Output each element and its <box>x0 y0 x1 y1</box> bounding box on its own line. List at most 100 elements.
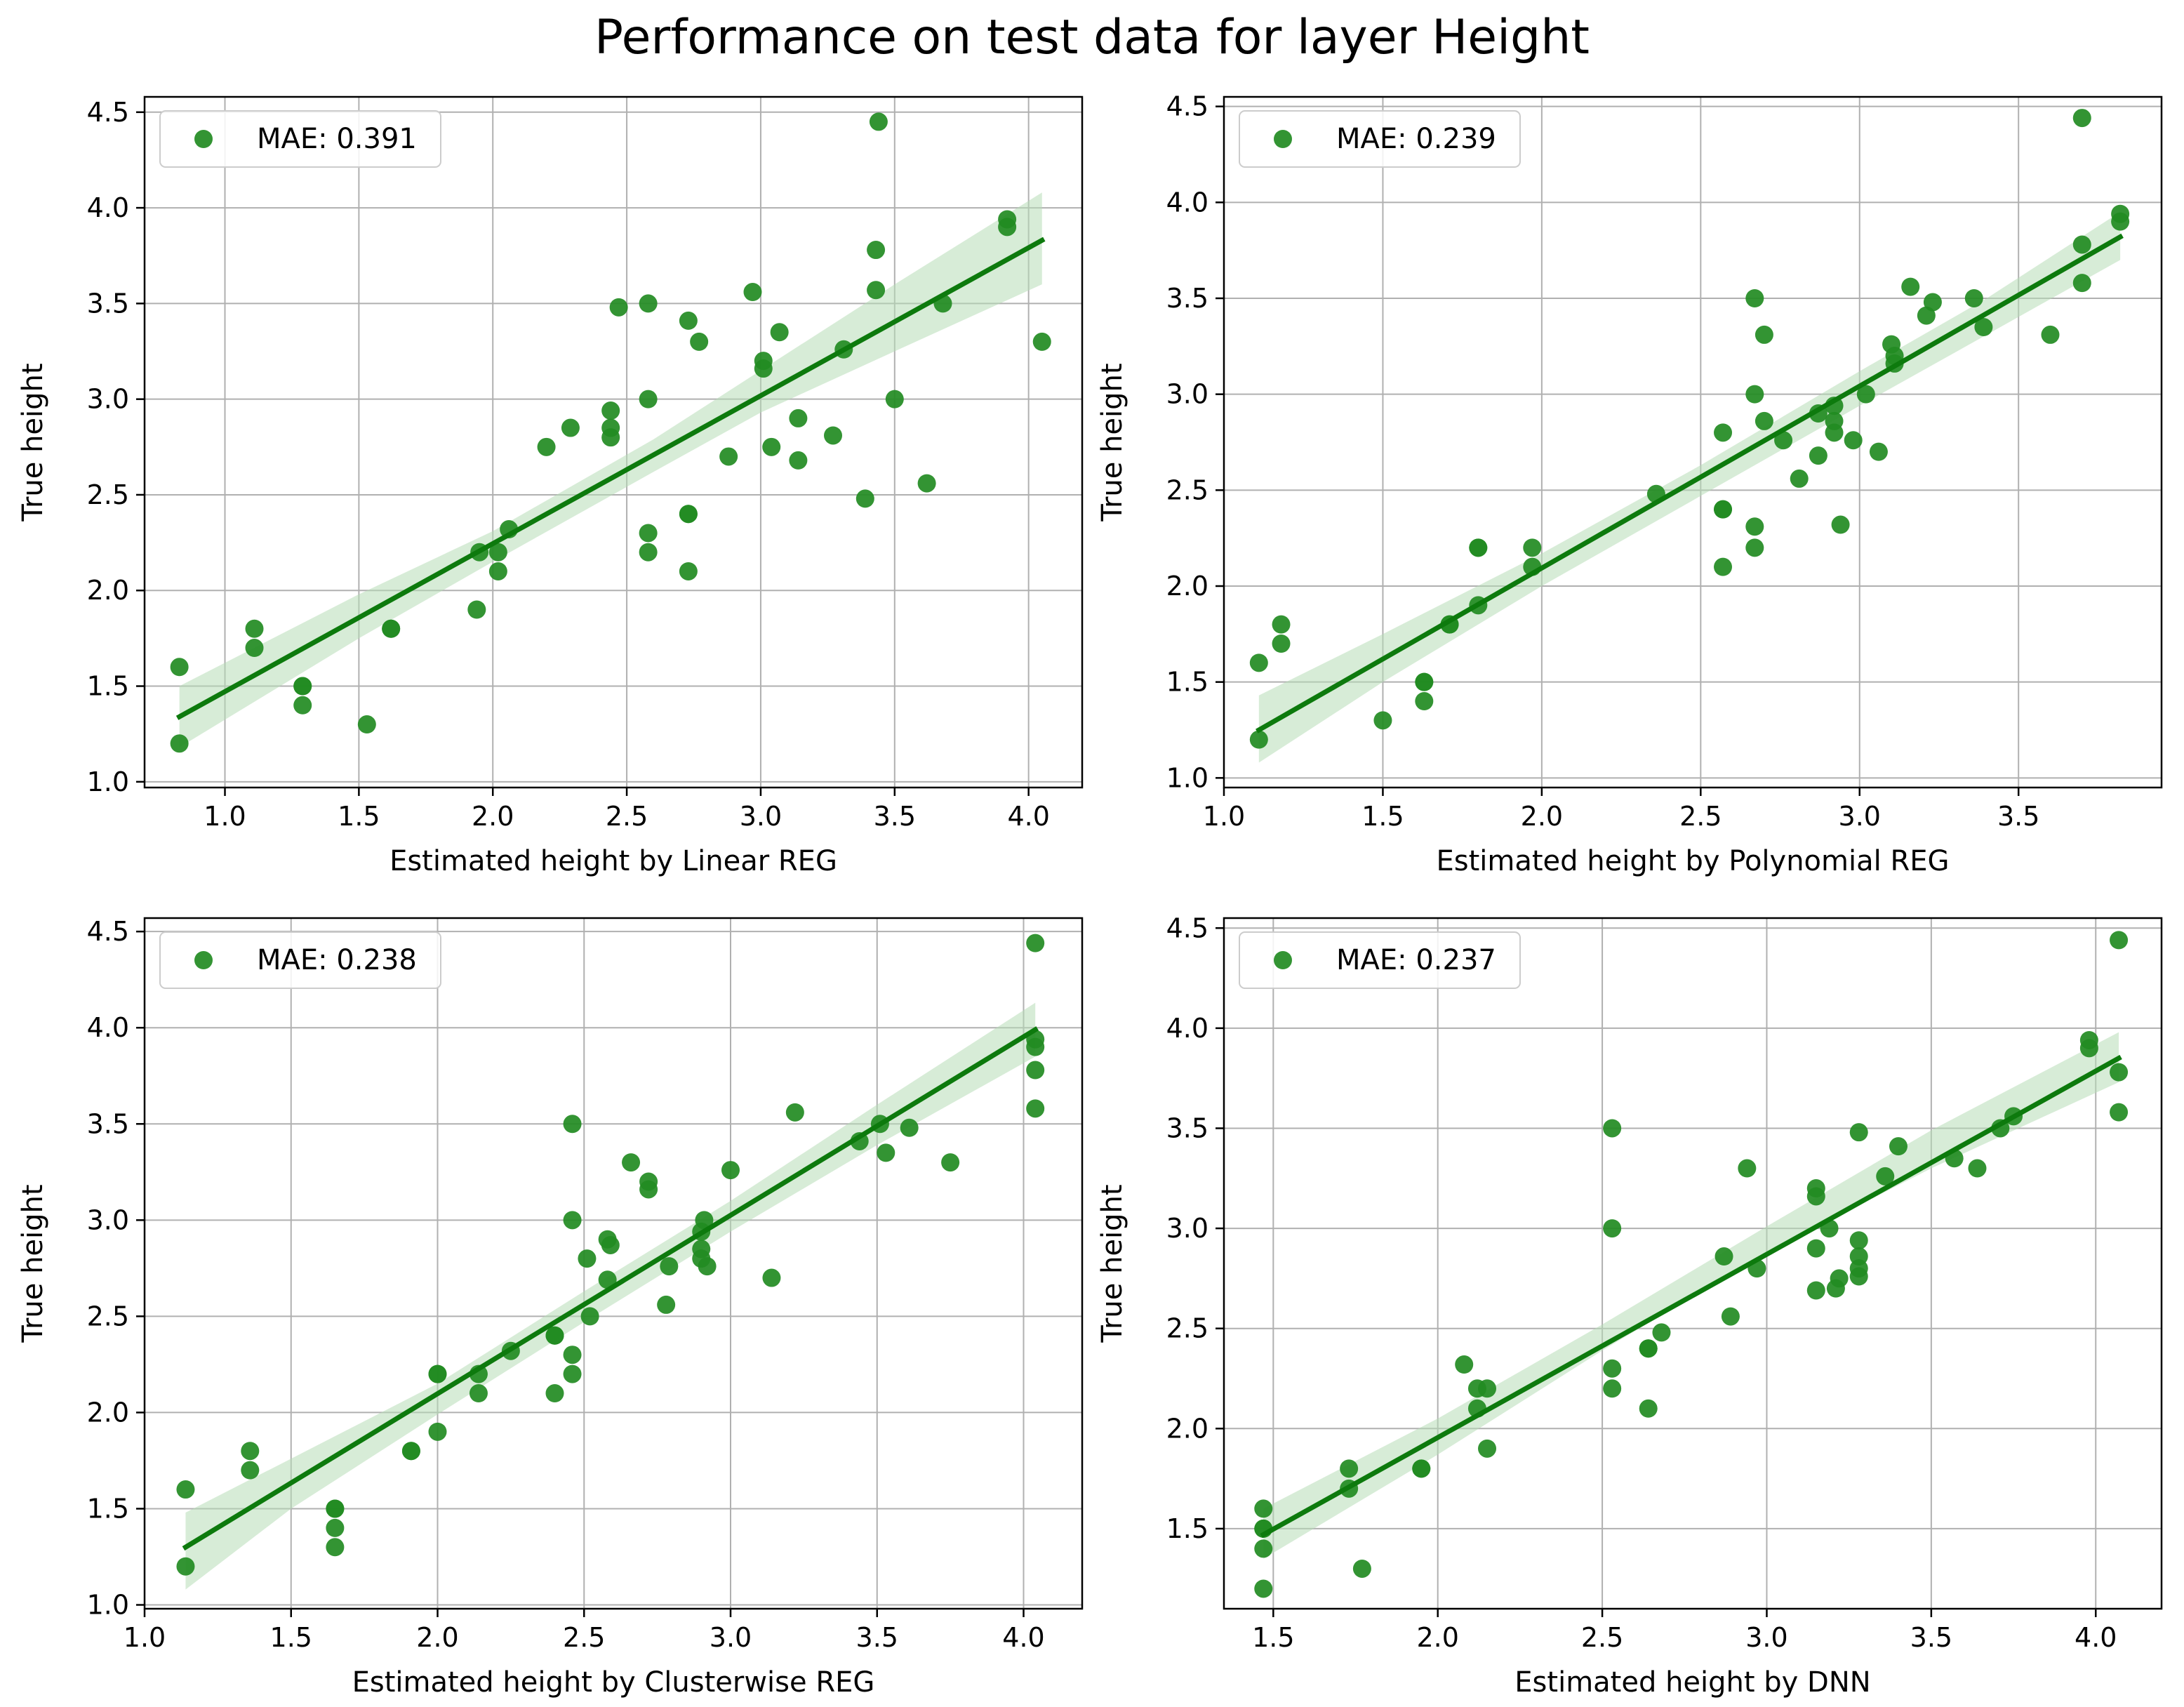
data-point <box>679 562 698 580</box>
data-point <box>998 218 1017 237</box>
x-tick-label: 2.5 <box>1581 1622 1623 1653</box>
x-tick-label: 3.0 <box>740 801 782 832</box>
data-point <box>660 1257 679 1276</box>
data-point <box>867 241 886 260</box>
data-point <box>1745 538 1764 557</box>
data-point <box>2072 109 2091 128</box>
data-point <box>469 1384 488 1403</box>
y-tick-label: 3.5 <box>87 1108 129 1139</box>
data-point <box>578 1249 597 1268</box>
data-point <box>2110 1103 2129 1122</box>
legend-label: MAE: 0.238 <box>257 944 417 976</box>
data-point <box>1254 1499 1273 1518</box>
data-point <box>1603 1119 1622 1138</box>
x-tick-label: 4.0 <box>1002 1622 1044 1653</box>
data-point <box>1714 423 1733 442</box>
data-point <box>1026 1099 1045 1118</box>
data-point <box>877 1143 895 1162</box>
data-point <box>241 1442 260 1461</box>
x-tick-label: 1.0 <box>124 1622 166 1653</box>
data-point <box>293 696 312 715</box>
legend-marker <box>1274 130 1292 148</box>
data-point <box>245 619 264 638</box>
legend: MAE: 0.239 <box>1239 110 1521 168</box>
y-tick-label: 1.0 <box>87 766 129 797</box>
data-point <box>1831 515 1850 534</box>
data-point <box>1272 635 1291 653</box>
y-axis-label: True height <box>17 363 49 522</box>
data-point <box>695 1211 714 1230</box>
data-point <box>1249 653 1268 672</box>
figure-title: Performance on test data for layer Heigh… <box>594 10 1590 65</box>
data-point <box>241 1461 260 1480</box>
data-point <box>563 1346 582 1364</box>
y-tick-label: 4.0 <box>87 1012 129 1043</box>
x-tick-label: 3.5 <box>856 1622 898 1653</box>
data-point <box>762 1268 781 1287</box>
data-point <box>721 1161 740 1180</box>
subplot-4: 1.5 2.0 2.5 3.0 3.5 4.0 1.5 2.0 2.5 3.0 3.5 4.0 4.5 E… <box>1096 912 2163 1699</box>
y-axis-label: True height <box>17 1184 49 1343</box>
data-point <box>545 1384 564 1403</box>
data-point <box>1603 1219 1622 1238</box>
data-point <box>1603 1379 1622 1398</box>
data-point <box>1714 500 1733 519</box>
data-point <box>789 409 808 427</box>
data-point <box>537 437 556 456</box>
confidence-band <box>1258 212 2121 763</box>
y-tick-label: 3.5 <box>1166 1112 1208 1143</box>
data-point <box>1968 1159 1987 1178</box>
data-point <box>762 437 781 456</box>
legend: MAE: 0.238 <box>159 931 441 989</box>
data-point <box>657 1295 676 1314</box>
regression-line <box>182 1026 1039 1551</box>
regression-line <box>175 237 1046 720</box>
y-tick-label: 4.0 <box>87 192 129 223</box>
data-point <box>639 1172 658 1191</box>
data-point <box>639 294 658 313</box>
data-point <box>563 1115 582 1134</box>
data-point <box>170 734 189 753</box>
data-point <box>1352 1559 1371 1578</box>
data-point <box>1478 1439 1497 1458</box>
data-point <box>1639 1339 1658 1358</box>
data-point <box>867 281 886 300</box>
data-point <box>2072 235 2091 254</box>
data-point <box>1849 1247 1868 1266</box>
axes-frame <box>1223 95 2163 789</box>
y-tick-label: 4.0 <box>1166 1013 1208 1044</box>
data-point <box>1415 692 1434 710</box>
y-axis-label: True height <box>1096 1184 1128 1343</box>
data-point <box>1830 1269 1849 1288</box>
data-point <box>639 390 658 409</box>
data-point <box>785 1103 804 1122</box>
x-axis-label: Estimated height by Polynomial REG <box>1436 845 1949 877</box>
subplot-1: 1.0 1.5 2.0 2.5 3.0 3.5 4.0 1.0 1.5 2.0 2.5 3.0 3.5 4… <box>17 95 1084 877</box>
data-point <box>1844 431 1863 450</box>
legend-box <box>159 110 441 168</box>
y-tick-label: 3.0 <box>1166 1213 1208 1244</box>
data-point <box>561 418 580 437</box>
data-point <box>1603 1359 1622 1378</box>
x-tick-label: 4.0 <box>2075 1622 2117 1653</box>
legend-marker <box>194 951 213 969</box>
data-point <box>2079 1030 2098 1049</box>
subplot-3: 1.0 1.5 2.0 2.5 3.0 3.5 4.0 1.0 1.5 2.0 2.5 3.0 3.5 4… <box>17 916 1084 1699</box>
data-point <box>563 1211 582 1230</box>
data-point <box>1885 347 1904 365</box>
data-point <box>824 426 843 445</box>
data-point <box>1415 672 1434 691</box>
y-tick-label: 3.0 <box>87 384 129 415</box>
data-point <box>1254 1579 1273 1598</box>
data-point <box>1856 385 1875 404</box>
y-tick-label: 2.5 <box>1166 1313 1208 1344</box>
data-point <box>488 562 507 580</box>
data-point <box>1745 385 1764 404</box>
legend-marker <box>1274 951 1292 969</box>
data-point <box>1876 1167 1895 1185</box>
data-point <box>401 1442 420 1461</box>
data-point <box>1964 289 1983 307</box>
data-point <box>1869 442 1888 461</box>
data-point <box>622 1153 641 1172</box>
